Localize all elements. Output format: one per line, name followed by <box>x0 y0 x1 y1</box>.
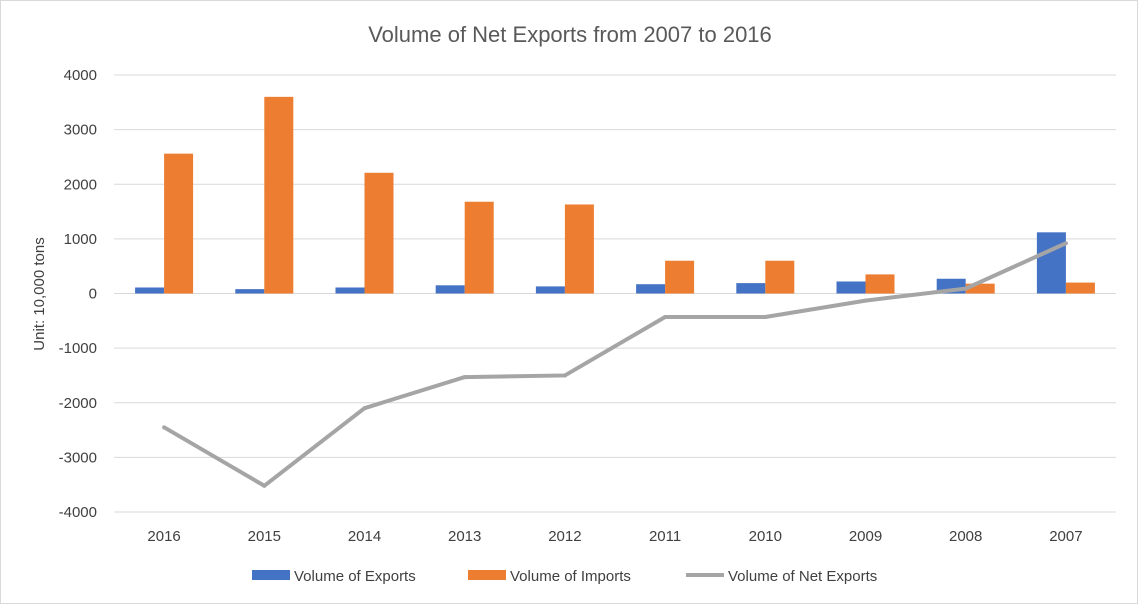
imports-bar-2016 <box>164 153 194 294</box>
net-exports-point-2009 <box>863 298 868 303</box>
imports-bar-2010 <box>765 260 795 294</box>
imports-bar-2007 <box>1065 282 1095 294</box>
exports-bar-2010 <box>736 283 766 294</box>
exports-bar-2011 <box>636 284 666 294</box>
x-tick-label: 2013 <box>448 528 481 545</box>
net-exports-point-2007 <box>1063 241 1068 246</box>
x-tick-label: 2015 <box>248 528 281 545</box>
net-exports-point-2013 <box>462 375 467 380</box>
net-exports-point-2016 <box>162 425 167 430</box>
chart-title: Volume of Net Exports from 2007 to 2016 <box>368 22 772 47</box>
y-tick-label: 0 <box>89 286 97 303</box>
exports-bar-2009 <box>836 281 866 294</box>
x-tick-label: 2012 <box>548 528 581 545</box>
net-exports-point-2012 <box>562 373 567 378</box>
net-exports-point-2015 <box>262 483 267 488</box>
net-exports-point-2011 <box>663 314 668 319</box>
x-axis-ticks: 2016 2015 2014 2013 2012 2011 2010 2009 2008 2007 <box>147 528 1082 545</box>
imports-bar-2014 <box>364 172 394 294</box>
exports-bar-2015 <box>235 289 265 294</box>
y-tick-label: -3000 <box>59 449 97 466</box>
x-tick-label: 2008 <box>949 528 982 545</box>
imports-bar-2011 <box>665 260 695 294</box>
imports-bar-2012 <box>564 204 594 294</box>
legend: Volume of Exports Volume of Imports Volume… <box>252 568 877 585</box>
legend-label: Volume of Imports <box>510 568 631 585</box>
y-tick-label: 1000 <box>64 231 97 248</box>
y-tick-label: 2000 <box>64 176 97 193</box>
imports-bar-2013 <box>464 201 494 294</box>
x-tick-label: 2016 <box>147 528 180 545</box>
x-tick-label: 2011 <box>649 528 681 545</box>
x-tick-label: 2009 <box>849 528 882 545</box>
y-tick-label: -2000 <box>59 395 97 412</box>
exports-bar-2007 <box>1036 232 1066 294</box>
net-exports-point-2010 <box>763 314 768 319</box>
y-tick-label: -1000 <box>59 340 97 357</box>
y-axis-label: Unit: 10,000 tons <box>31 237 48 350</box>
net-exports-line-layer <box>162 241 1068 488</box>
legend-swatch-0 <box>252 570 290 580</box>
y-tick-label: 4000 <box>64 67 97 84</box>
y-axis-ticks: 4000 3000 2000 1000 0 -1000 -2000 -3000 -4000 <box>59 67 97 521</box>
exports-bar-2016 <box>135 287 165 294</box>
imports-bar-2015 <box>264 96 294 294</box>
legend-label: Volume of Net Exports <box>728 568 877 585</box>
net-exports-line <box>163 241 1067 488</box>
imports-bar-2008 <box>965 283 995 294</box>
legend-swatch-1 <box>468 570 506 580</box>
x-tick-label: 2010 <box>749 528 782 545</box>
y-tick-label: -4000 <box>59 504 97 521</box>
y-tick-label: 3000 <box>64 122 97 139</box>
bars <box>135 96 1095 294</box>
exports-bar-2012 <box>535 286 565 294</box>
x-tick-label: 2007 <box>1049 528 1082 545</box>
x-tick-label: 2014 <box>348 528 381 545</box>
legend-label: Volume of Exports <box>294 568 416 585</box>
exports-bar-2014 <box>335 287 365 294</box>
net-exports-point-2008 <box>963 286 968 291</box>
exports-bar-2013 <box>435 285 465 294</box>
net-exports-point-2014 <box>362 406 367 411</box>
imports-bar-2009 <box>865 274 895 294</box>
